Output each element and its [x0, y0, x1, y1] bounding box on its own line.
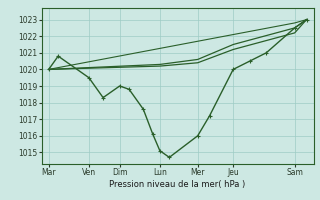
X-axis label: Pression niveau de la mer( hPa ): Pression niveau de la mer( hPa ) [109, 180, 246, 189]
